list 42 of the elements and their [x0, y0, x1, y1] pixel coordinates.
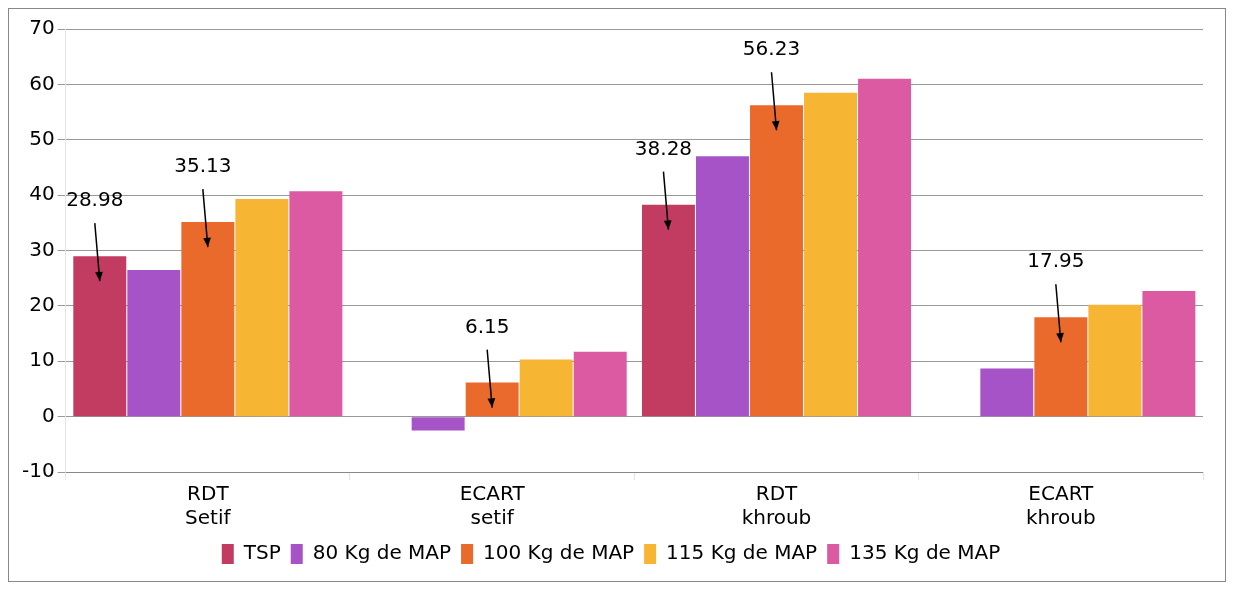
y-tick-label: 40 — [29, 181, 55, 206]
bar — [465, 382, 519, 417]
data-label: 6.15 — [464, 313, 510, 338]
legend-label: 135 Kg de MAP — [849, 540, 1001, 565]
bar — [750, 105, 803, 417]
legend-label: 100 Kg de MAP — [483, 540, 635, 565]
bar — [73, 256, 127, 417]
bar — [1088, 304, 1142, 417]
bar — [411, 417, 465, 431]
y-tick-label: -10 — [21, 458, 55, 483]
x-tick-label: RDT Setif — [185, 481, 232, 530]
y-tick-label: 20 — [29, 292, 55, 317]
legend-label: 80 Kg de MAP — [312, 540, 452, 565]
bar — [804, 92, 857, 417]
bar — [696, 156, 749, 417]
bar — [858, 78, 912, 417]
legend-label: 115 Kg de MAP — [666, 540, 818, 565]
bar — [519, 359, 573, 417]
y-tick-label: 30 — [29, 236, 55, 261]
data-label: 17.95 — [1027, 248, 1085, 273]
x-tick-label: ECART setif — [459, 481, 526, 530]
data-label: 38.28 — [634, 135, 693, 160]
x-tick-label: ECART khroub — [1026, 481, 1096, 530]
y-tick-label: 10 — [29, 347, 55, 372]
y-tick-label: 60 — [29, 70, 55, 95]
data-label: 56.23 — [742, 36, 801, 61]
bar — [1034, 317, 1088, 417]
bar — [980, 368, 1034, 417]
bar — [235, 199, 289, 417]
y-tick-label: 0 — [41, 402, 55, 427]
data-label: 35.13 — [174, 153, 232, 178]
bar — [1142, 290, 1196, 417]
legend-label: TSP — [242, 540, 281, 565]
bar — [289, 191, 343, 417]
y-tick-label: 50 — [29, 125, 55, 150]
bar — [573, 351, 627, 417]
bar — [641, 204, 695, 417]
y-tick-label: 70 — [29, 15, 55, 40]
data-label: 28.98 — [66, 187, 124, 212]
bar — [127, 269, 181, 417]
bar — [181, 222, 235, 417]
x-tick-label: RDT khroub — [741, 481, 812, 530]
